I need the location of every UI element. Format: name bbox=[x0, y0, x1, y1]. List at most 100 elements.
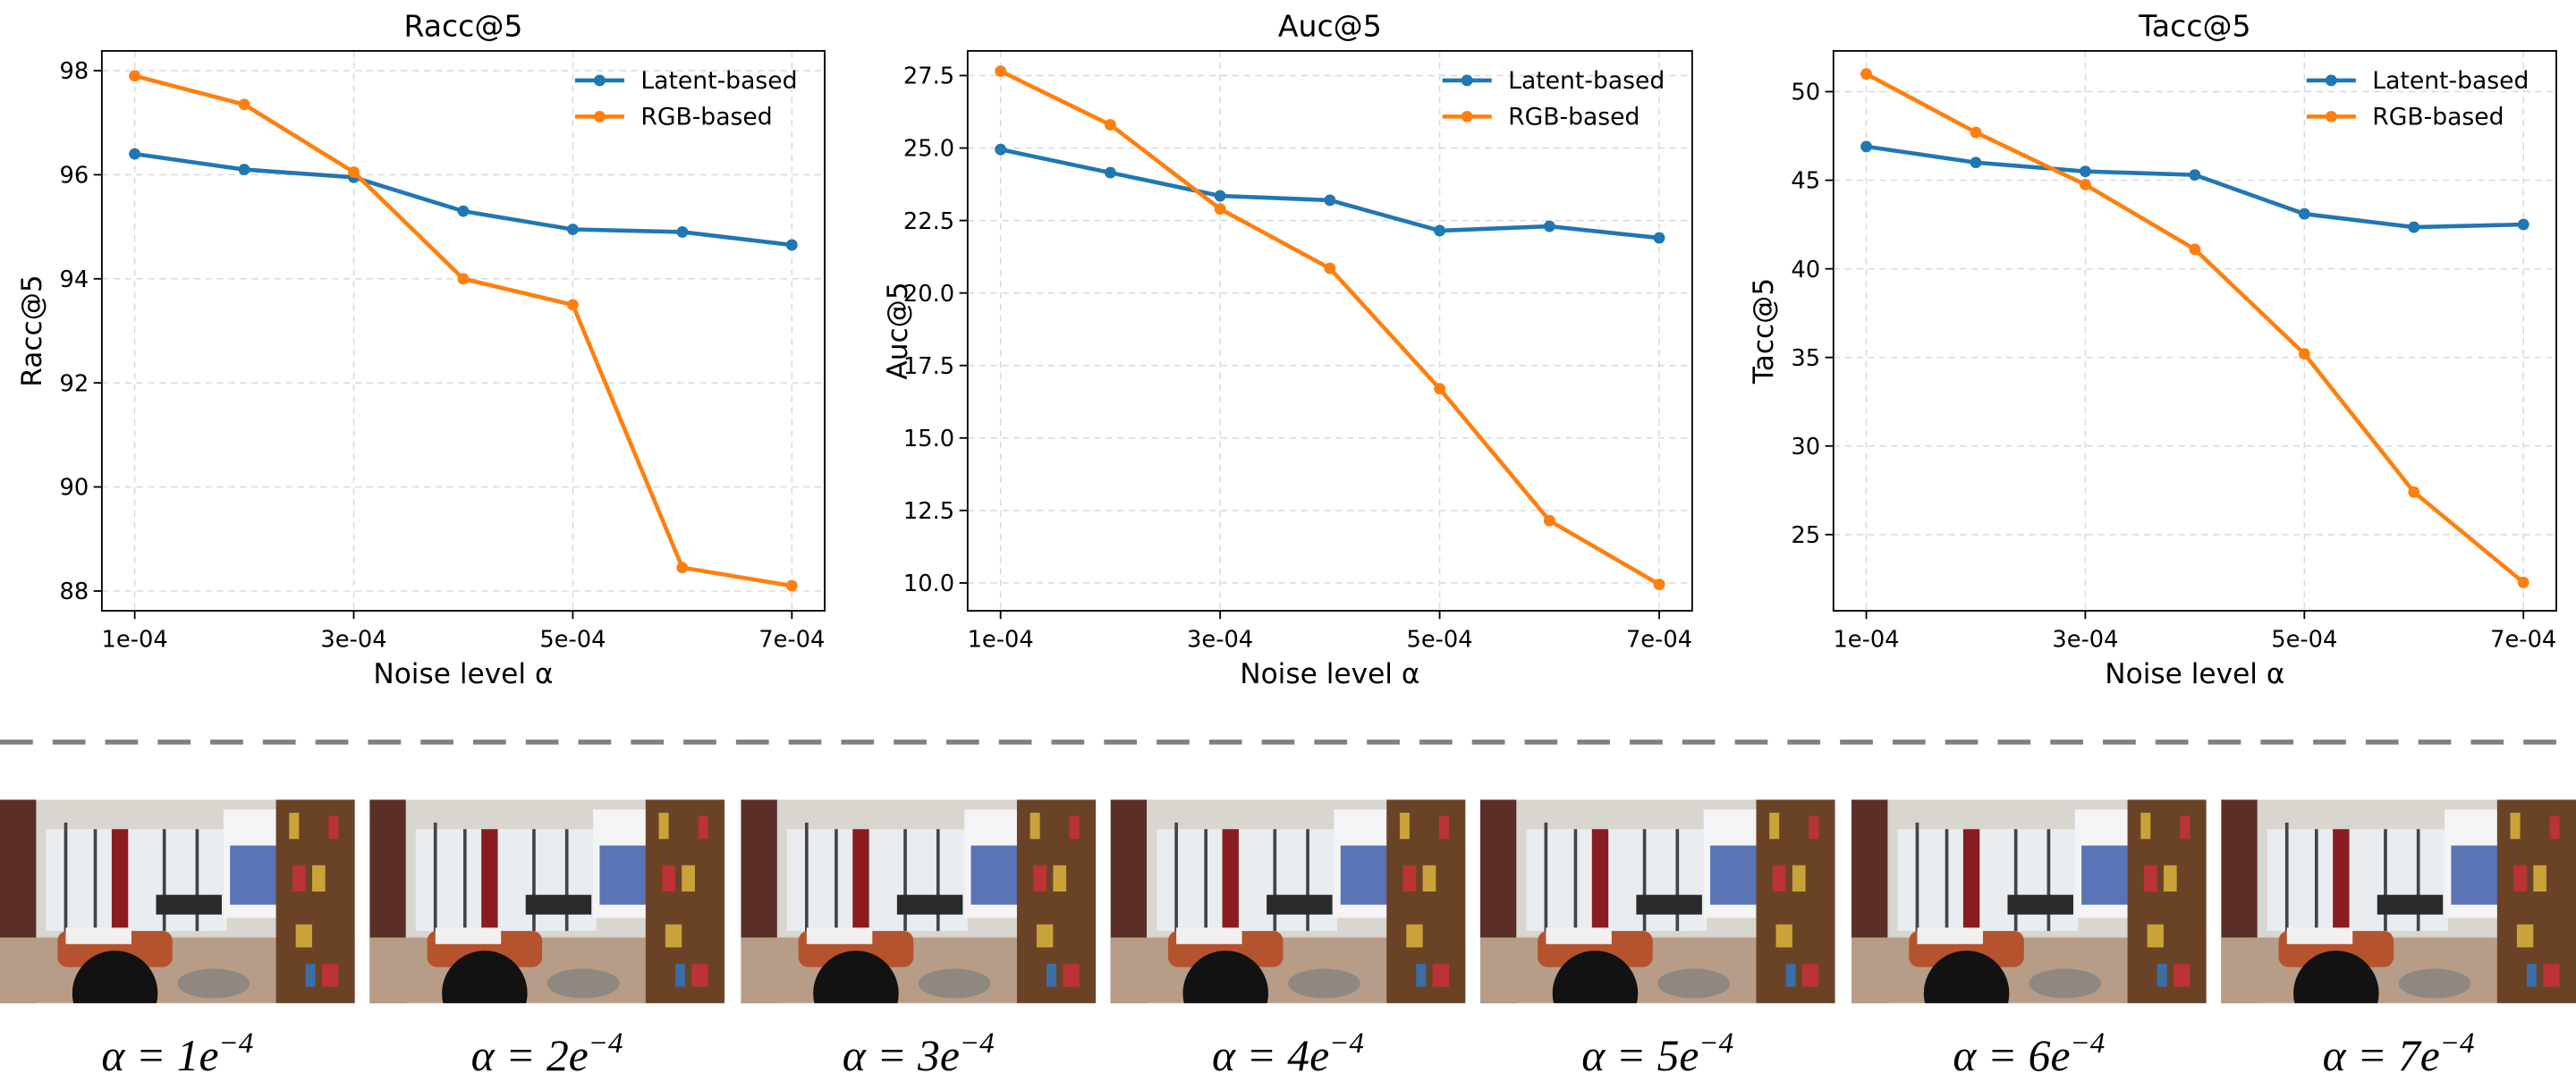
x-tick-label: 1e-04 bbox=[1833, 626, 1899, 653]
point bbox=[1860, 140, 1872, 153]
y-tick-label: 12.5 bbox=[903, 498, 954, 525]
y-tick-label: 10.0 bbox=[903, 571, 954, 597]
legend-marker bbox=[1461, 110, 1473, 123]
y-tick-label: 94 bbox=[59, 266, 89, 293]
legend-marker bbox=[593, 74, 606, 87]
caption-base: α = 4e bbox=[1212, 1031, 1329, 1080]
x-tick-label: 5e-04 bbox=[2271, 626, 2337, 653]
y-tick-label: 25 bbox=[1791, 522, 1820, 549]
caption: α = 6e−4 bbox=[1953, 1027, 2105, 1080]
y-axis-label: Auc@5 bbox=[882, 282, 914, 379]
x-axis-label: Noise level α bbox=[373, 658, 553, 690]
y-tick-label: 92 bbox=[59, 370, 89, 397]
caption-base: α = 2e bbox=[471, 1031, 589, 1080]
point bbox=[1324, 194, 1336, 207]
point bbox=[995, 143, 1007, 156]
point bbox=[1860, 68, 1872, 80]
legend-marker bbox=[593, 110, 606, 123]
legend-label: Latent-based bbox=[1508, 67, 1665, 95]
point bbox=[1543, 514, 1555, 527]
caption: α = 1e−4 bbox=[101, 1027, 253, 1080]
y-tick-label: 17.5 bbox=[903, 353, 954, 380]
caption-exponent: −4 bbox=[218, 1027, 253, 1060]
thumbnail-image bbox=[2221, 799, 2576, 1003]
x-tick-label: 1e-04 bbox=[968, 626, 1034, 653]
caption: α = 7e−4 bbox=[2323, 1027, 2475, 1080]
series-line bbox=[1000, 147, 1660, 241]
point bbox=[1434, 224, 1445, 237]
caption-exponent: −4 bbox=[2070, 1027, 2105, 1060]
legend-label: RGB-based bbox=[1508, 104, 1640, 131]
caption: α = 5e−4 bbox=[1581, 1027, 1733, 1080]
caption-exponent: −4 bbox=[589, 1027, 623, 1060]
series-line bbox=[134, 73, 792, 588]
series-line bbox=[134, 151, 792, 248]
x-tick-label: 7e-04 bbox=[1626, 626, 1692, 653]
caption-base: α = 3e bbox=[843, 1031, 960, 1080]
y-tick-label: 22.5 bbox=[903, 208, 954, 235]
point bbox=[1214, 190, 1226, 202]
point bbox=[1653, 579, 1665, 590]
thumbnail-image bbox=[1852, 799, 2207, 1003]
point bbox=[457, 273, 470, 285]
legend-label: Latent-based bbox=[2372, 67, 2529, 95]
point bbox=[1104, 119, 1116, 131]
point bbox=[238, 98, 250, 111]
point bbox=[1104, 166, 1116, 179]
y-tick-label: 35 bbox=[1791, 345, 1820, 372]
chart-title: Racc@5 bbox=[403, 8, 522, 43]
point bbox=[2298, 348, 2310, 360]
point bbox=[2080, 179, 2091, 190]
caption-exponent: −4 bbox=[1699, 1027, 1733, 1060]
legend-label: RGB-based bbox=[2372, 104, 2504, 131]
point bbox=[995, 65, 1007, 78]
x-tick-label: 7e-04 bbox=[758, 626, 825, 653]
x-tick-label: 5e-04 bbox=[539, 626, 606, 653]
point bbox=[1543, 220, 1555, 232]
point bbox=[1434, 383, 1445, 395]
point bbox=[2080, 165, 2091, 178]
point bbox=[785, 239, 798, 251]
point bbox=[1324, 262, 1336, 275]
chart-title: Tacc@5 bbox=[2138, 8, 2250, 43]
point bbox=[1653, 232, 1665, 244]
series-line bbox=[1865, 72, 2525, 585]
thumbnail-image bbox=[369, 799, 724, 1003]
legend-marker bbox=[1461, 74, 1473, 87]
y-tick-label: 20.0 bbox=[903, 281, 954, 308]
y-tick-label: 27.5 bbox=[903, 63, 954, 90]
point bbox=[1214, 203, 1226, 216]
caption: α = 2e−4 bbox=[471, 1027, 623, 1080]
x-tick-label: 5e-04 bbox=[1407, 626, 1473, 653]
point bbox=[2408, 486, 2420, 498]
plot-frame bbox=[966, 50, 1693, 612]
chart-title: Auc@5 bbox=[1278, 8, 1382, 43]
thumbnail-image bbox=[0, 799, 355, 1003]
point bbox=[129, 148, 141, 160]
caption-exponent: −4 bbox=[2440, 1027, 2475, 1060]
y-tick-label: 96 bbox=[59, 163, 89, 190]
caption-base: α = 1e bbox=[101, 1031, 218, 1080]
chart: Racc@5 88 90 92 94 96 98 1e-04 3e-04 5e-04 7e-04 No… bbox=[16, 8, 826, 690]
point bbox=[129, 70, 141, 82]
legend-marker bbox=[2325, 110, 2337, 123]
point bbox=[2517, 576, 2529, 588]
thumbnail-image bbox=[1110, 799, 1466, 1003]
point bbox=[2517, 218, 2529, 231]
thumbnail-image bbox=[1479, 799, 1835, 1003]
point bbox=[2298, 207, 2310, 220]
caption-exponent: −4 bbox=[960, 1027, 995, 1060]
y-axis-label: Tacc@5 bbox=[1748, 278, 1780, 385]
point bbox=[1970, 156, 1982, 169]
point bbox=[1970, 126, 1982, 139]
point bbox=[2189, 243, 2201, 256]
y-tick-label: 40 bbox=[1791, 257, 1820, 283]
point bbox=[785, 579, 798, 592]
plot-frame bbox=[1832, 50, 2557, 612]
thumbnail-image bbox=[741, 799, 1097, 1003]
y-tick-label: 98 bbox=[59, 58, 89, 85]
y-tick-label: 50 bbox=[1791, 80, 1820, 106]
legend-label: RGB-based bbox=[640, 104, 772, 131]
y-tick-label: 90 bbox=[59, 475, 89, 502]
x-tick-label: 3e-04 bbox=[1187, 626, 1253, 653]
